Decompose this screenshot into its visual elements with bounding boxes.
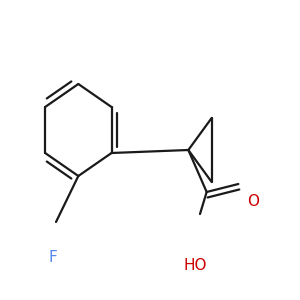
- Text: HO: HO: [183, 259, 207, 274]
- Text: F: F: [49, 250, 58, 266]
- Text: O: O: [247, 194, 259, 209]
